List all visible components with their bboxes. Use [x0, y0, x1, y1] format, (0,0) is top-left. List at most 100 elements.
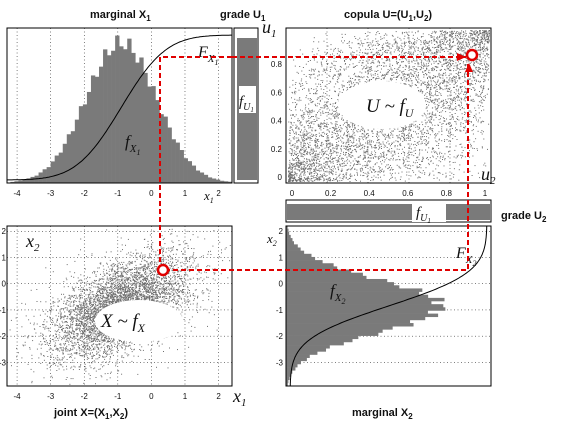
- scatter-point: [451, 36, 453, 38]
- scatter-point: [308, 159, 310, 161]
- scatter-point: [382, 47, 384, 49]
- scatter-point: [448, 140, 450, 142]
- scatter-point: [336, 115, 338, 117]
- scatter-point: [371, 171, 373, 173]
- scatter-point: [376, 140, 378, 141]
- scatter-point: [319, 176, 321, 178]
- scatter-point: [479, 81, 481, 83]
- histogram-bar: [50, 161, 55, 183]
- histogram-bar: [62, 143, 68, 183]
- scatter-point: [386, 59, 388, 61]
- histogram-bar: [30, 176, 35, 183]
- histogram-bar: [18, 180, 23, 183]
- scatter-point: [371, 176, 373, 178]
- scatter-point: [405, 80, 407, 82]
- scatter-point: [460, 66, 462, 68]
- scatter-point: [332, 105, 334, 107]
- scatter-point: [431, 101, 433, 103]
- scatter-point: [330, 162, 332, 164]
- scatter-point: [410, 134, 412, 136]
- scatter-point: [437, 165, 439, 167]
- scatter-point: [445, 107, 447, 109]
- scatter-point: [411, 54, 413, 55]
- scatter-point: [391, 44, 393, 46]
- scatter-point: [358, 83, 359, 85]
- scatter-point: [465, 88, 467, 90]
- scatter-point: [339, 164, 341, 165]
- scatter-point: [336, 124, 338, 126]
- scatter-point: [363, 150, 365, 152]
- scatter-point: [441, 126, 443, 128]
- scatter-point: [436, 46, 438, 48]
- scatter-point: [444, 107, 446, 109]
- scatter-point: [474, 77, 476, 79]
- scatter-point: [449, 35, 451, 37]
- scatter-point: [408, 37, 410, 39]
- scatter-point: [461, 102, 462, 104]
- scatter-point: [430, 122, 432, 124]
- scatter-point: [289, 179, 291, 181]
- scatter-point: [393, 150, 395, 152]
- scatter-point: [438, 92, 440, 94]
- scatter-point: [320, 80, 322, 81]
- scatter-point: [411, 75, 413, 77]
- scatter-point: [398, 67, 400, 69]
- scatter-point: [309, 113, 311, 115]
- histogram-bar: [78, 106, 84, 183]
- histogram-bar: [82, 104, 88, 183]
- scatter-point: [421, 161, 423, 162]
- scatter-point: [483, 30, 485, 32]
- scatter-point: [476, 61, 478, 63]
- scatter-point: [403, 133, 405, 135]
- scatter-point: [469, 139, 471, 141]
- scatter-point: [303, 164, 305, 166]
- scatter-point: [477, 149, 478, 151]
- scatter-point: [414, 143, 416, 145]
- scatter-point: [345, 152, 347, 154]
- scatter-point: [411, 45, 413, 47]
- scatter-point: [410, 80, 412, 82]
- scatter-point: [340, 149, 342, 151]
- scatter-point: [333, 178, 335, 179]
- scatter-point: [316, 119, 318, 121]
- scatter-point: [437, 38, 439, 40]
- scatter-point: [449, 131, 451, 133]
- scatter-point: [311, 74, 313, 76]
- scatter-point: [342, 51, 344, 53]
- scatter-point: [309, 60, 311, 61]
- scatter-point: [304, 169, 306, 171]
- scatter-point: [389, 78, 391, 80]
- scatter-point: [383, 74, 385, 76]
- scatter-point: [428, 137, 430, 139]
- scatter-point: [469, 62, 471, 64]
- scatter-point: [438, 50, 440, 52]
- scatter-point: [383, 161, 385, 163]
- scatter-point: [306, 152, 307, 154]
- scatter-point: [345, 58, 347, 60]
- scatter-point: [464, 68, 466, 70]
- scatter-point: [371, 141, 372, 143]
- scatter-point: [453, 75, 455, 77]
- scatter-point: [456, 33, 458, 35]
- scatter-point: [377, 70, 379, 71]
- scatter-point: [455, 145, 457, 147]
- scatter-point: [300, 143, 302, 145]
- scatter-point: [405, 77, 407, 79]
- scatter-point: [357, 75, 359, 77]
- scatter-point: [292, 163, 294, 165]
- scatter-point: [349, 146, 351, 148]
- tick-label: -4: [14, 189, 22, 198]
- scatter-point: [317, 173, 318, 175]
- scatter-point: [296, 148, 298, 150]
- scatter-point: [460, 53, 462, 55]
- scatter-point: [303, 177, 305, 179]
- scatter-point: [476, 35, 478, 37]
- scatter-point: [483, 72, 485, 74]
- scatter-point: [427, 113, 429, 115]
- scatter-point: [434, 134, 436, 136]
- scatter-point: [311, 110, 313, 112]
- scatter-point: [449, 95, 451, 97]
- scatter-point: [451, 81, 453, 83]
- scatter-point: [318, 170, 320, 172]
- scatter-point: [346, 139, 348, 141]
